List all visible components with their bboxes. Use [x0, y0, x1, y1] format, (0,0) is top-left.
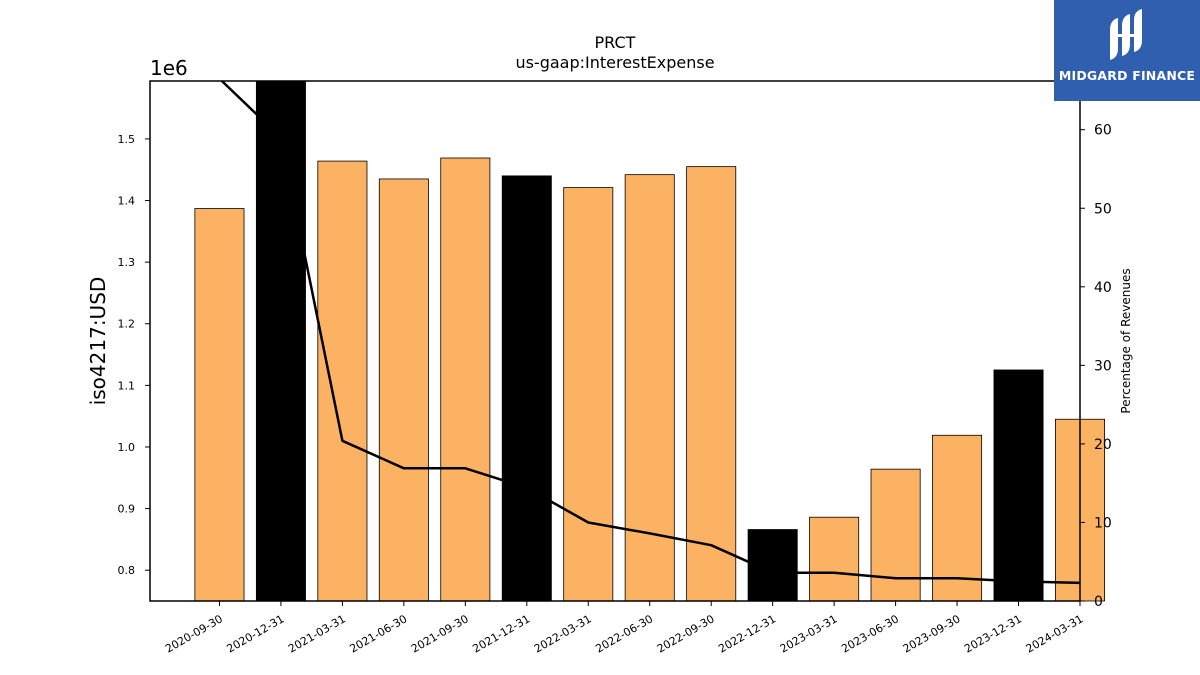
y-tick-label: 1.5: [118, 133, 136, 146]
y-tick-label: 1.4: [118, 195, 136, 208]
chart-subtitle: us-gaap:InterestExpense: [515, 53, 714, 72]
logo-text: MIDGARD FINANCE: [1058, 68, 1196, 83]
bar-2021-06-30: [378, 178, 429, 602]
y2-tick-label: 30: [1094, 358, 1112, 374]
bar-2020-09-30: [194, 208, 245, 602]
y-multiplier: 1e6: [150, 56, 188, 80]
x-tick-label: 2024-03-31: [1024, 612, 1086, 655]
x-tick-label: 2020-09-30: [163, 612, 225, 655]
y-tick-label: 0.9: [118, 503, 136, 516]
y2-tick-label: 40: [1094, 280, 1112, 296]
left-ticks: 0.8 0.9 1.0 1.1 1.2 1.3 1.4 1.5: [118, 133, 150, 577]
bar-2023-03-31: [809, 516, 860, 602]
x-tick-label: 2023-06-30: [839, 612, 901, 655]
bar-2022-03-31: [563, 187, 614, 602]
bars: [194, 80, 1105, 602]
x-tick-label: 2022-06-30: [593, 612, 655, 655]
y-tick-label: 1.3: [118, 256, 136, 269]
chart-title: PRCT: [595, 33, 636, 52]
y-tick-label: 1.0: [118, 441, 136, 454]
x-tick-label: 2022-12-31: [716, 612, 778, 655]
bar-2023-12-31: [993, 369, 1044, 602]
y-tick-label: 0.8: [118, 564, 136, 577]
y2-tick-label: 10: [1094, 515, 1112, 531]
bar-2023-09-30: [932, 434, 983, 602]
right-ticks: 0 10 20 30 40 50 60: [1080, 123, 1112, 610]
bar-2020-12-31: [255, 80, 306, 602]
x-tick-label: 2022-09-30: [655, 612, 717, 655]
bar-2022-09-30: [686, 166, 737, 602]
midgard-finance-logo: MIDGARD FINANCE: [1054, 0, 1200, 101]
bar-2021-09-30: [440, 157, 491, 602]
x-tick-label: 2020-12-31: [225, 612, 287, 655]
plot-frame: [149, 80, 1081, 602]
x-tick-label: 2021-06-30: [347, 612, 409, 655]
percentage-line: [221, 80, 1081, 585]
x-tick-label: 2023-09-30: [901, 612, 963, 655]
y2-tick-label: 60: [1094, 123, 1112, 139]
x-tick-label: 2023-03-31: [778, 612, 840, 655]
bar-2021-03-31: [317, 160, 368, 602]
bar-2023-06-30: [870, 468, 921, 602]
x-tick-label: 2023-12-31: [962, 612, 1024, 655]
midgard-logo-icon: [1110, 9, 1142, 60]
y-tick-label: 1.2: [118, 318, 136, 331]
y2-tick-label: 50: [1094, 201, 1112, 217]
x-tick-label: 2021-09-30: [409, 612, 471, 655]
y-tick-label: 1.1: [118, 379, 136, 392]
x-ticks: 2020-09-30 2020-12-31 2021-03-31 2021-06-30…: [163, 601, 1086, 656]
y2-axis-label: Percentage of Revenues: [1119, 268, 1133, 413]
line-layer: [221, 80, 1081, 585]
bar-2021-12-31: [501, 175, 552, 602]
y2-tick-label: 0: [1094, 594, 1103, 610]
y2-tick-label: 20: [1094, 437, 1112, 453]
y-axis-label: iso4217:USD: [86, 277, 110, 406]
x-tick-label: 2021-12-31: [470, 612, 532, 655]
x-tick-label: 2021-03-31: [286, 612, 348, 655]
x-tick-label: 2022-03-31: [532, 612, 594, 655]
